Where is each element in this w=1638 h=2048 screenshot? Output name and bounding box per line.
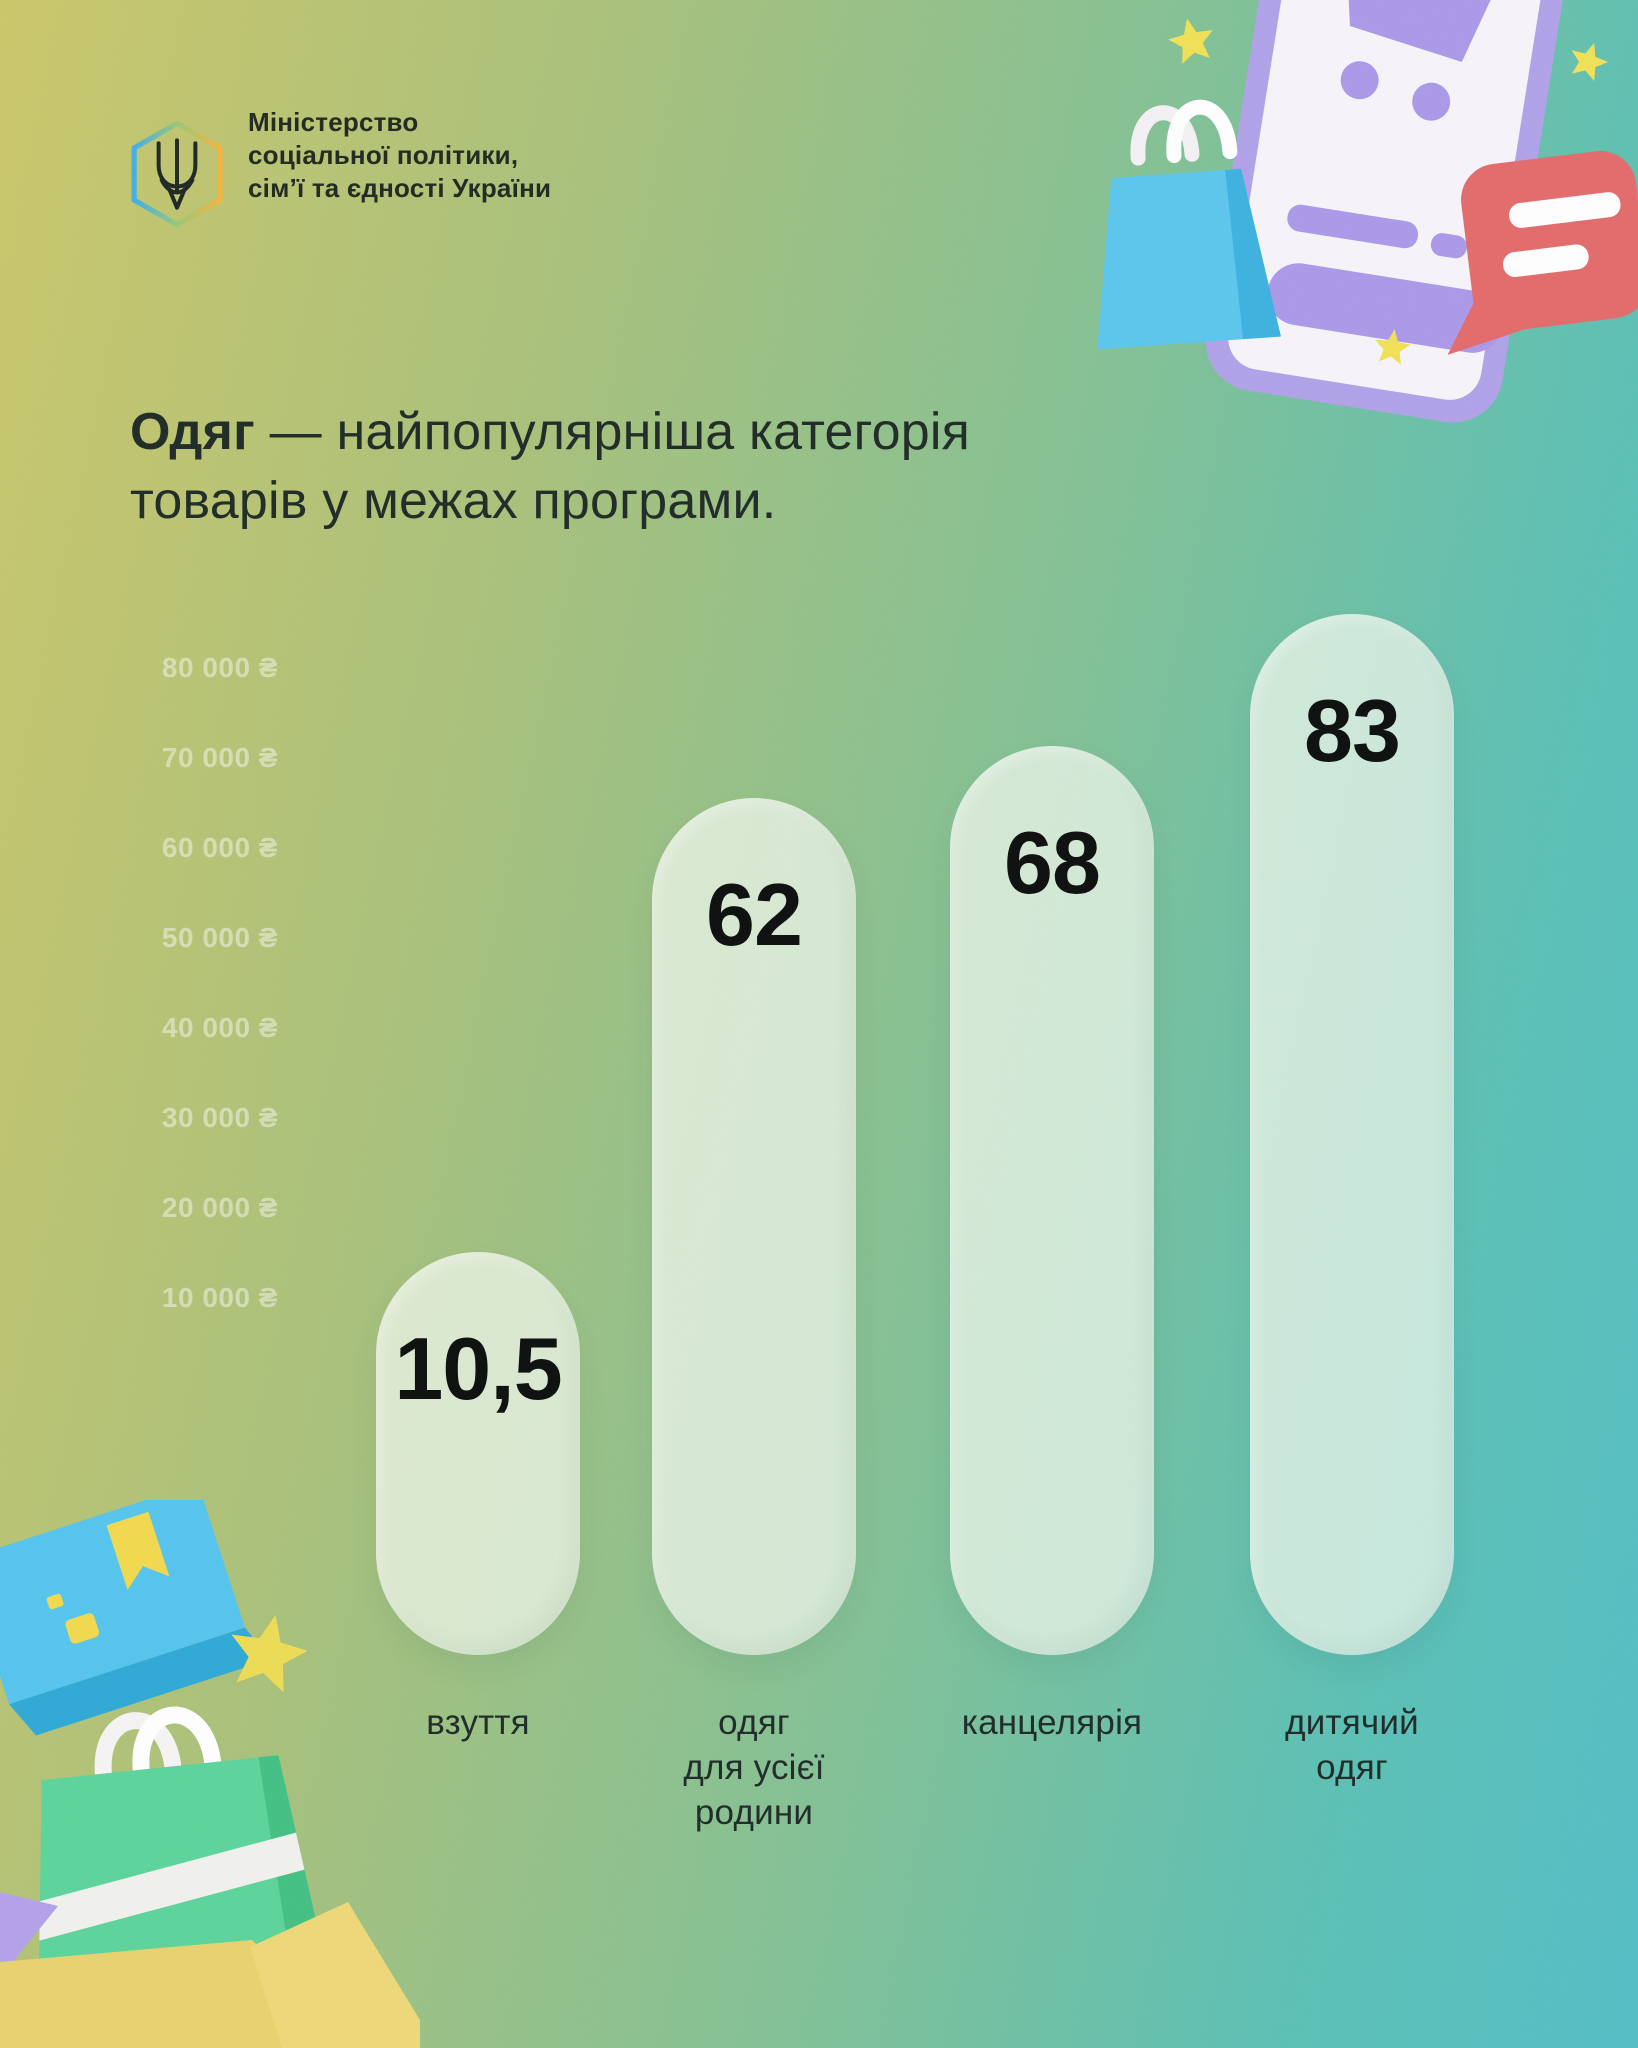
category-label: одяг для усієї родини	[683, 1703, 825, 1832]
category-label: канцелярія	[961, 1703, 1143, 1742]
bar-value-label: 62	[706, 865, 803, 964]
category-label: дитячий одяг	[1285, 1703, 1419, 1787]
bar-value-label: 10,5	[394, 1319, 562, 1418]
bar: 83	[1250, 614, 1454, 1655]
bar: 68	[950, 746, 1154, 1655]
bar-value-label: 68	[1004, 813, 1101, 912]
box-icon	[0, 1500, 271, 1736]
bottomleft-illustration	[0, 1500, 420, 2048]
bar: 62	[652, 798, 856, 1655]
bar-value-label: 83	[1304, 681, 1401, 780]
